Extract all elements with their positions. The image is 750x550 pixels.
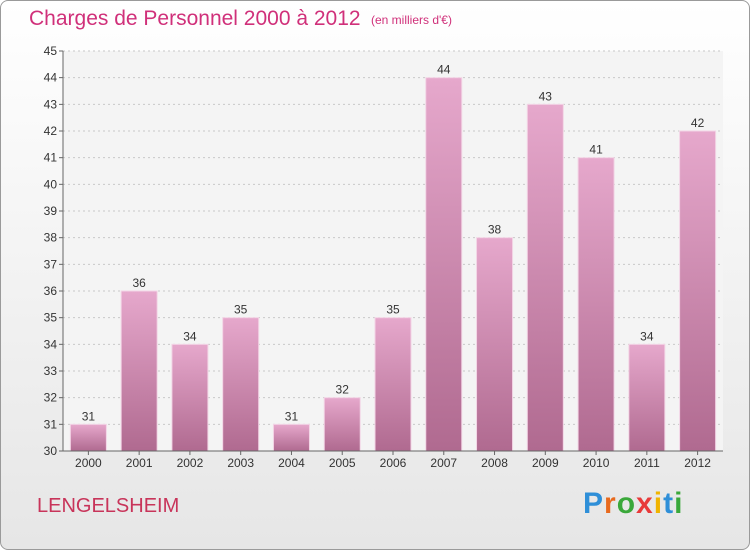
bar-value-label: 34 [183,329,197,343]
bars-layer: 31 36 34 35 31 32 35 44 38 43 41 34 42 [69,63,717,452]
bar-value-label: 36 [132,276,146,290]
y-tick-label: 31 [44,417,58,431]
x-tick-label: 2005 [329,456,356,470]
x-tick-label: 2007 [430,456,457,470]
x-tick-label: 2009 [532,456,559,470]
x-tick-label: 2003 [227,456,254,470]
bar-value-label: 34 [640,329,654,343]
bar [222,317,260,452]
bar [69,423,107,452]
x-tick-label: 2001 [126,456,153,470]
bar [577,157,615,452]
axis-layer: 30 31 32 33 34 35 36 37 38 39 40 41 42 43 44 45 2000 2001… [44,44,723,470]
bar [679,130,717,452]
y-tick-label: 42 [44,124,58,138]
y-tick-label: 30 [44,444,58,458]
y-tick-label: 33 [44,364,58,378]
y-tick-label: 36 [44,284,58,298]
logo-letter: x [636,487,654,520]
x-tick-label: 2002 [177,456,204,470]
y-tick-label: 32 [44,391,58,405]
bar-value-label: 35 [234,303,248,317]
y-tick-label: 45 [44,44,58,58]
bar-value-label: 31 [82,409,96,423]
bar [374,317,412,452]
logo-letter: r [604,487,617,520]
logo-letter: P [583,487,605,520]
bar-value-label: 42 [691,116,705,130]
y-tick-label: 39 [44,204,58,218]
bar-value-label: 32 [336,383,350,397]
x-tick-label: 2011 [634,456,660,470]
y-tick-label: 34 [44,337,58,351]
bar-value-label: 41 [589,143,603,157]
y-tick-label: 38 [44,231,58,245]
bar [628,343,666,452]
y-tick-label: 40 [44,177,58,191]
bar [120,290,158,452]
y-tick-label: 37 [44,257,58,271]
city-name: LENGELSHEIM [37,495,180,517]
x-tick-label: 2010 [583,456,610,470]
bar-value-label: 43 [539,89,553,103]
x-tick-label: 2004 [278,456,305,470]
bar-value-label: 44 [437,63,451,77]
logo-letter: t [663,487,675,520]
logo-letter: o [616,487,637,520]
x-tick-label: 2012 [684,456,711,470]
bar [425,77,463,452]
y-tick-label: 44 [44,71,58,85]
y-tick-label: 41 [44,151,58,165]
bar [171,343,209,452]
bar [272,423,310,452]
bar [476,237,514,452]
y-tick-label: 35 [44,311,58,325]
proxiti-logo: Proxiti [583,487,683,521]
chart-title: Charges de Personnel 2000 à 2012 [29,7,361,30]
bar-value-label: 38 [488,223,502,237]
bar-value-label: 31 [285,409,299,423]
x-tick-label: 2000 [75,456,102,470]
y-tick-label: 43 [44,97,58,111]
chart-subtitle: (en milliers d'€) [371,13,452,27]
bar-value-label: 35 [386,303,400,317]
x-tick-label: 2008 [481,456,508,470]
x-tick-label: 2006 [380,456,407,470]
bar [323,397,361,452]
logo-letter: i [653,487,664,520]
bar [526,103,564,452]
logo-letter: i [674,487,684,520]
